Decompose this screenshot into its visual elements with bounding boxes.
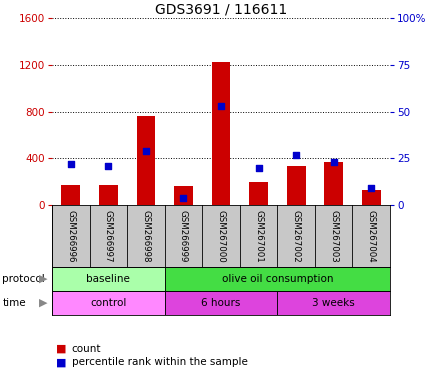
Point: [67, 161, 74, 167]
Point: [217, 103, 224, 109]
Point: [330, 159, 337, 165]
Text: ▶: ▶: [39, 298, 48, 308]
Text: GSM266999: GSM266999: [179, 210, 188, 262]
Text: count: count: [72, 344, 101, 354]
Bar: [52, 291, 165, 315]
Text: GSM267004: GSM267004: [367, 210, 376, 262]
Bar: [165, 291, 277, 315]
Text: GSM267003: GSM267003: [329, 210, 338, 262]
Bar: [62, 185, 80, 205]
Point: [143, 148, 150, 154]
Bar: [362, 190, 381, 205]
Text: GSM267000: GSM267000: [216, 210, 225, 262]
Text: ■: ■: [56, 344, 67, 354]
Text: 6 hours: 6 hours: [202, 298, 241, 308]
Bar: [165, 267, 390, 291]
Text: baseline: baseline: [86, 274, 130, 284]
Bar: [287, 166, 305, 205]
Bar: [249, 182, 268, 205]
Text: GSM267002: GSM267002: [292, 210, 301, 262]
Bar: [212, 63, 231, 205]
Bar: [277, 291, 390, 315]
Text: GSM266997: GSM266997: [104, 210, 113, 262]
Text: ■: ■: [56, 358, 67, 367]
Bar: [324, 162, 343, 205]
Point: [255, 164, 262, 170]
Text: GSM266998: GSM266998: [141, 210, 150, 262]
Text: 3 weeks: 3 weeks: [312, 298, 355, 308]
Text: ▶: ▶: [39, 274, 48, 284]
Bar: [136, 116, 155, 205]
Point: [105, 163, 112, 169]
Text: GSM267001: GSM267001: [254, 210, 263, 262]
Text: time: time: [2, 298, 26, 308]
Text: percentile rank within the sample: percentile rank within the sample: [72, 358, 248, 367]
Point: [368, 185, 375, 191]
Text: protocol: protocol: [2, 274, 45, 284]
Point: [180, 194, 187, 200]
Bar: [174, 186, 193, 205]
Bar: [52, 267, 165, 291]
Text: control: control: [90, 298, 127, 308]
Title: GDS3691 / 116611: GDS3691 / 116611: [155, 3, 287, 17]
Text: olive oil consumption: olive oil consumption: [222, 274, 333, 284]
Bar: [99, 185, 118, 205]
Text: GSM266996: GSM266996: [66, 210, 75, 262]
Point: [293, 151, 300, 157]
